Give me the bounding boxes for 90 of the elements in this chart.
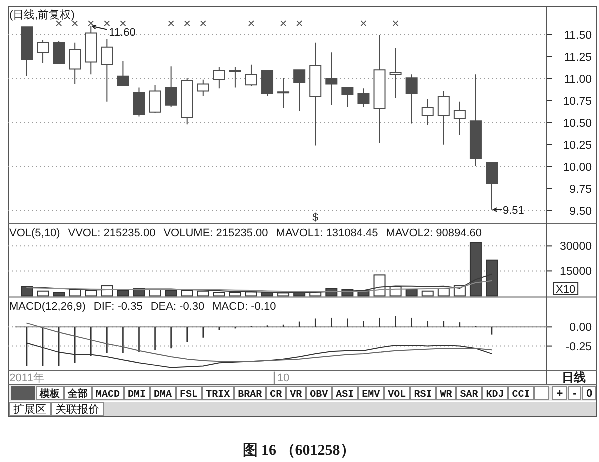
candlestick bbox=[486, 162, 498, 210]
text: 日线 bbox=[562, 370, 586, 384]
chart-title: VOL(5,10) bbox=[10, 228, 60, 240]
x-tick-label: 2011年 bbox=[10, 372, 44, 384]
candlestick bbox=[117, 60, 130, 86]
tab: 扩展区 bbox=[9, 402, 51, 416]
candlestick bbox=[101, 38, 114, 102]
tab: BRAR bbox=[234, 386, 266, 401]
candlestick bbox=[294, 70, 306, 112]
y-tick-label: 10.75 bbox=[563, 96, 592, 108]
tab: KDJ bbox=[482, 386, 508, 401]
tab: VR bbox=[286, 386, 306, 401]
candlestick bbox=[197, 79, 210, 98]
tab: OBV bbox=[306, 386, 332, 401]
candlestick bbox=[438, 90, 450, 146]
y-tick-label: 11.00 bbox=[564, 74, 592, 86]
y-tick-label: 10.25 bbox=[563, 140, 592, 152]
annotation: VOLUME: 215235.00 bbox=[164, 228, 268, 240]
tab: MACD bbox=[92, 386, 124, 401]
annotation: MAVOL1: 131084.45 bbox=[276, 228, 378, 240]
candlestick bbox=[422, 98, 434, 126]
tab: 全部 bbox=[64, 386, 92, 401]
candlestick bbox=[310, 42, 322, 146]
y-tick-label: 15000 bbox=[560, 266, 592, 278]
annotation: MAVOL2: 90894.60 bbox=[386, 228, 482, 240]
tab: CCI bbox=[508, 386, 534, 401]
annotation: DIF: -0.35 bbox=[94, 300, 143, 313]
candlestick bbox=[470, 74, 482, 166]
y-tick-label: 11.25 bbox=[564, 52, 592, 64]
tab: WR bbox=[436, 386, 456, 401]
bar bbox=[37, 290, 50, 297]
y-axis-title: X10 bbox=[556, 284, 576, 296]
line-series bbox=[26, 280, 492, 293]
tab: DMI bbox=[124, 386, 150, 401]
candlestick bbox=[37, 40, 50, 64]
x-tick-label: 10 bbox=[277, 372, 290, 384]
candlestick bbox=[181, 78, 194, 126]
y-tick-label: -0.25 bbox=[566, 341, 592, 354]
candlestick bbox=[278, 78, 290, 108]
tab: 0 bbox=[582, 386, 596, 400]
bar bbox=[406, 289, 418, 297]
candlestick bbox=[390, 48, 402, 99]
chart-title: MACD(12,26,9) bbox=[10, 300, 86, 313]
bar bbox=[53, 292, 66, 297]
annotation: DEA: -0.30 bbox=[150, 300, 205, 313]
candlestick bbox=[454, 101, 466, 136]
y-tick-label: 11.50 bbox=[564, 30, 592, 42]
text: 9.51 bbox=[503, 204, 524, 217]
candlestick bbox=[374, 34, 386, 144]
candlestick bbox=[21, 26, 33, 77]
candlestick bbox=[165, 66, 178, 108]
candlestick bbox=[342, 87, 354, 108]
tab: SAR bbox=[456, 386, 482, 401]
y-tick-label: 30000 bbox=[560, 241, 592, 254]
bar bbox=[422, 290, 434, 297]
tab: CR bbox=[266, 386, 286, 401]
annotation: $ bbox=[312, 212, 319, 224]
tab: FSL bbox=[176, 386, 202, 401]
candlestick bbox=[406, 74, 418, 124]
tab: DMA bbox=[150, 386, 176, 401]
candlestick bbox=[326, 52, 338, 106]
annotation: 11.60 bbox=[109, 27, 136, 40]
tab: RSI bbox=[410, 386, 436, 401]
candlestick bbox=[69, 42, 82, 85]
text: 图 16 （601258） bbox=[242, 443, 356, 459]
annotation: MACD: -0.10 bbox=[212, 300, 276, 313]
tab: 关联报价 bbox=[51, 402, 104, 416]
candlestick bbox=[133, 87, 146, 118]
y-tick-label: 0.00 bbox=[570, 322, 592, 334]
y-tick-label: 9.75 bbox=[570, 184, 592, 196]
y-tick-label: 10.50 bbox=[563, 118, 592, 130]
tab: ASI bbox=[332, 386, 358, 401]
tab: 模板 bbox=[36, 386, 64, 401]
tab: - bbox=[568, 386, 582, 400]
candlestick bbox=[53, 40, 66, 65]
candlestick bbox=[262, 70, 274, 98]
y-tick-label: 9.50 bbox=[570, 206, 592, 218]
line-series bbox=[26, 322, 492, 362]
annotation: VVOL: 215235.00 bbox=[68, 228, 156, 240]
candlestick bbox=[229, 67, 242, 88]
y-tick-label: 10.00 bbox=[563, 162, 592, 174]
candlestick bbox=[213, 67, 226, 90]
tab: EMV bbox=[358, 386, 384, 401]
tab: VOL bbox=[384, 386, 410, 401]
candlestick bbox=[245, 64, 258, 86]
candlestick bbox=[358, 88, 370, 108]
chart-title: (日线,前复权) bbox=[10, 8, 75, 22]
tab: + bbox=[552, 386, 568, 400]
candlestick bbox=[149, 84, 162, 114]
tab: TRIX bbox=[202, 386, 234, 401]
